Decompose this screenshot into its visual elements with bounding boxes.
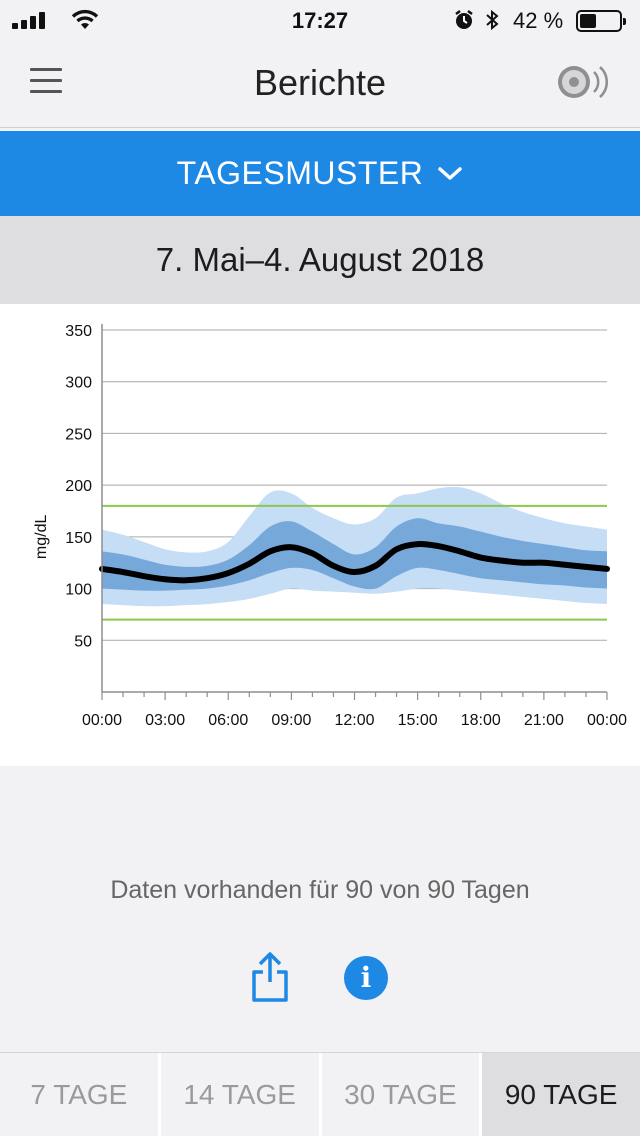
- y-tick-label: 300: [65, 375, 92, 392]
- sensor-scan-icon[interactable]: [556, 62, 610, 102]
- date-range: 7. Mai–4. August 2018: [155, 241, 485, 278]
- median-line: [99, 540, 610, 584]
- signal-icon: [12, 11, 45, 29]
- tab-90-days[interactable]: 90 TAGE: [482, 1053, 640, 1136]
- tab-14-days[interactable]: 14 TAGE: [160, 1053, 322, 1136]
- bluetooth-icon: [486, 9, 499, 31]
- x-tick-label: 03:00: [145, 712, 185, 729]
- x-tick-label: 12:00: [334, 712, 374, 729]
- y-axis-label: mg/dL: [33, 515, 50, 560]
- chart-canvas: 50 100 150 200 250 300 350 00:00 03:00 06:00 09:00…: [33, 323, 627, 729]
- daily-pattern-chart: 50 100 150 200 250 300 350 00:00 03:00 06:00 09:00…: [0, 304, 640, 766]
- x-tick-label: 00:00: [587, 712, 627, 729]
- alarm-icon: [455, 10, 473, 29]
- battery-icon: [576, 10, 626, 32]
- x-tick-label: 06:00: [208, 712, 248, 729]
- tab-7-days[interactable]: 7 TAGE: [0, 1053, 161, 1136]
- x-tick-label: 15:00: [398, 712, 438, 729]
- y-tick-label: 200: [65, 478, 92, 495]
- battery-percent: 42 %: [513, 8, 564, 33]
- y-tick-label: 50: [74, 633, 92, 650]
- chevron-down-icon: [438, 166, 463, 180]
- wifi-icon: [71, 9, 99, 29]
- y-tick-label: 350: [65, 323, 92, 340]
- x-tick-label: 21:00: [524, 712, 564, 729]
- report-type-selector[interactable]: TAGESMUSTER: [0, 131, 640, 216]
- share-icon[interactable]: [248, 950, 292, 1004]
- period-tabs: 7 TAGE 14 TAGE 30 TAGE 90 TAGE: [0, 1052, 640, 1136]
- data-availability-text: Daten vorhanden für 90 von 90 Tagen: [110, 876, 530, 904]
- x-tick-label: 00:00: [82, 712, 122, 729]
- x-tick-label: 09:00: [271, 712, 311, 729]
- x-tick-label: 18:00: [461, 712, 501, 729]
- page-title: Berichte: [253, 62, 387, 103]
- status-bar: 17:27 42 %: [0, 0, 640, 40]
- y-tick-label: 250: [65, 426, 92, 443]
- report-type-label: TAGESMUSTER: [176, 155, 424, 191]
- info-icon[interactable]: i: [344, 956, 388, 1000]
- tab-30-days[interactable]: 30 TAGE: [321, 1053, 483, 1136]
- y-tick-label: 100: [65, 582, 92, 599]
- date-range-bar: 7. Mai–4. August 2018: [0, 216, 640, 304]
- y-tick-label: 150: [65, 530, 92, 547]
- navigation-bar: Berichte: [0, 40, 640, 128]
- menu-icon[interactable]: [30, 68, 62, 94]
- status-time: 17:27: [291, 8, 349, 33]
